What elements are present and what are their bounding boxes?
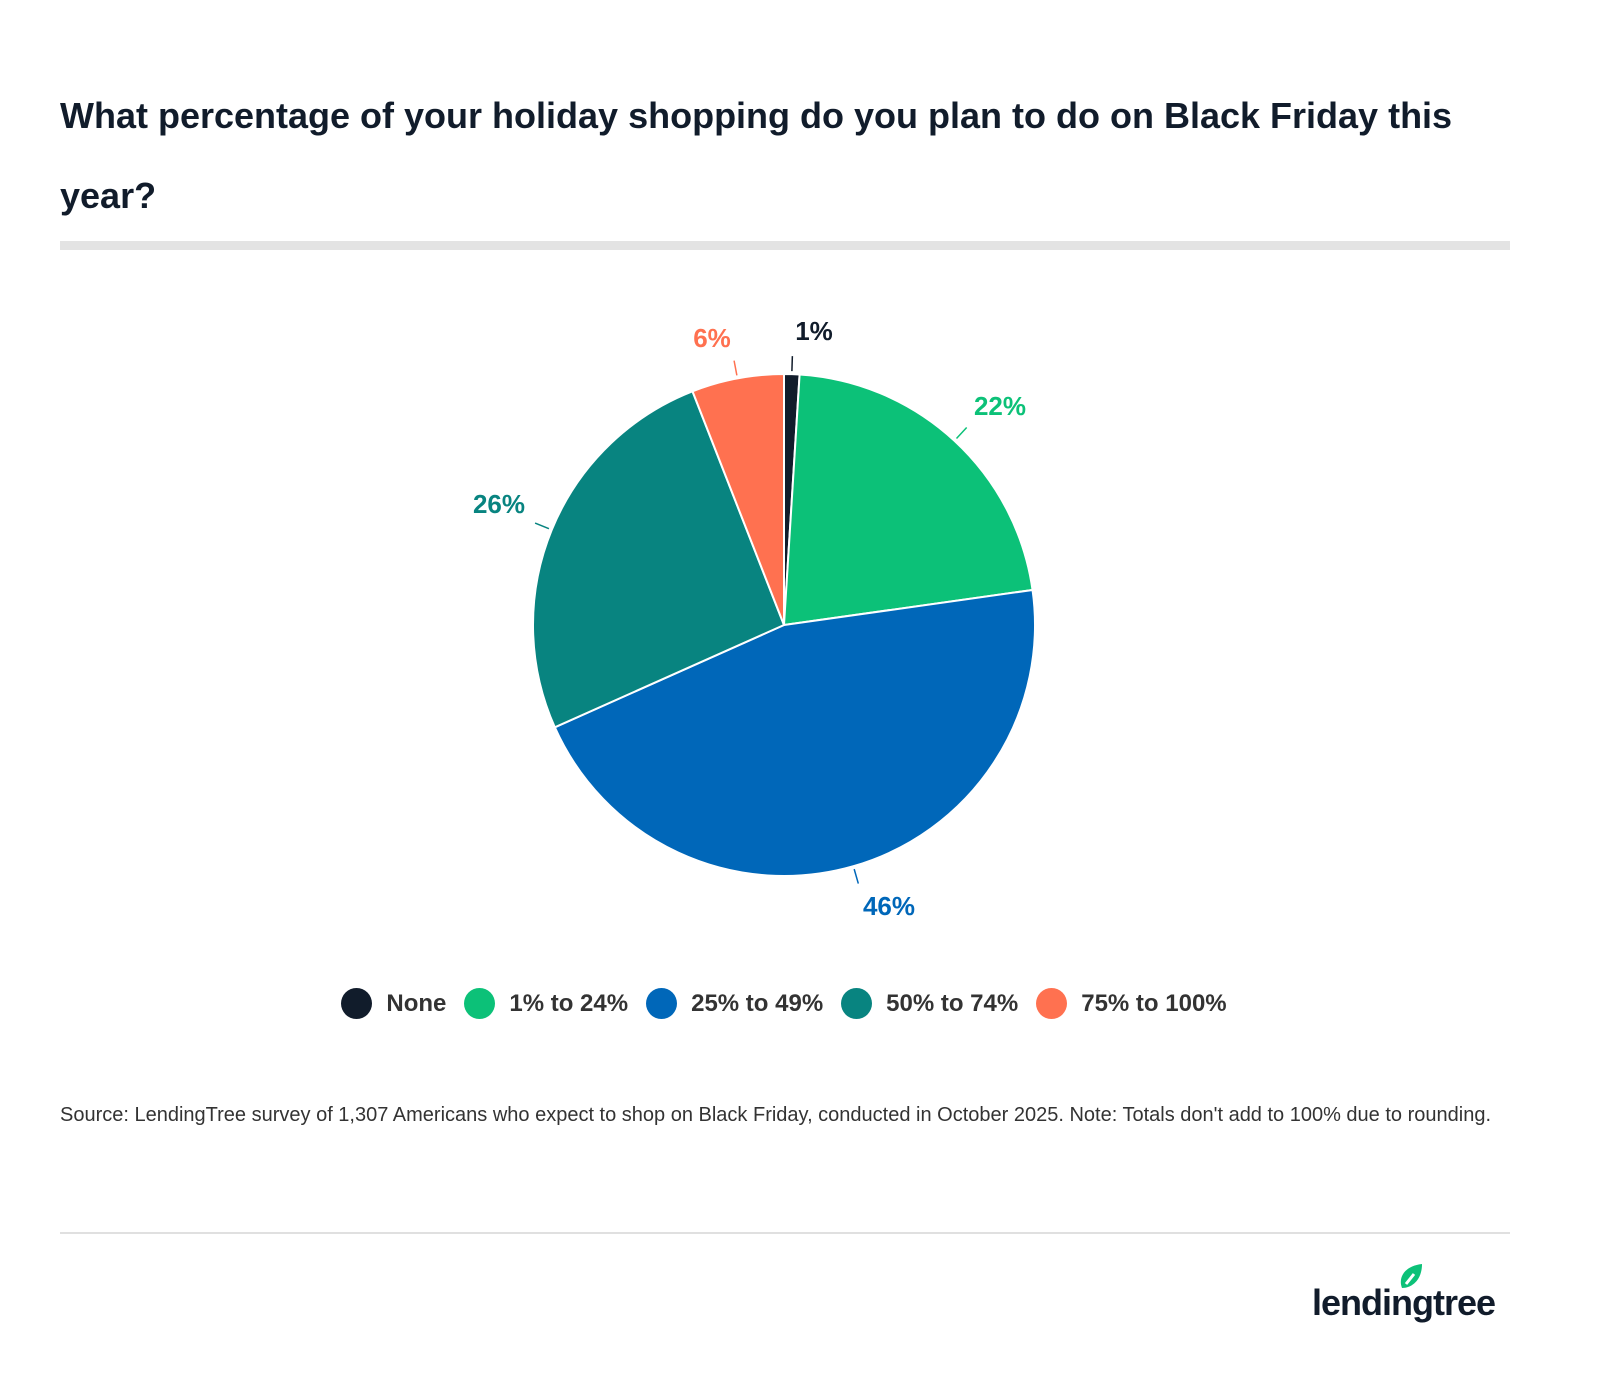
legend-item-1: 1% to 24% [464,988,628,1019]
legend-swatch-icon [341,988,373,1019]
pie-slice-4 [691,372,785,626]
chart-title: What percentage of your holiday shopping… [60,95,1453,216]
legend-label: 25% to 49% [691,989,824,1017]
footer-divider [60,1232,1510,1234]
legend-label: 1% to 24% [509,989,629,1017]
legend-label: 75% to 100% [1081,989,1227,1017]
data-label-1: 22% [974,391,1026,421]
pie-chart: 1% 22% 46% 26% 6% [473,316,1036,921]
legend-item-4: 75% to 100% [1036,988,1227,1019]
pie-slice-1 [782,373,1034,627]
legend-swatch-icon [841,988,873,1019]
pie-slice-2 [553,588,1036,878]
logo-text: lendingtree [1312,1282,1496,1323]
legend-swatch-icon [464,988,496,1019]
lendingtree-logo: lendingtree [1312,1260,1512,1330]
data-label-2: 46% [863,891,915,921]
data-label-4: 6% [693,323,731,353]
legend-item-3: 50% to 74% [841,988,1018,1019]
leader-line-4 [733,360,738,376]
leader-line-2 [853,868,860,884]
data-label-0: 1% [795,316,833,346]
legend-label: None [386,989,447,1017]
source-note: Source: LendingTree survey of 1,307 Amer… [60,1104,1491,1126]
pie-slice-3 [532,389,786,729]
data-label-3: 26% [473,489,525,519]
leader-line-3 [534,522,550,530]
legend-label: 50% to 74% [886,989,1019,1017]
leaf-icon [1400,1264,1422,1288]
legend-swatch-icon [1036,988,1068,1019]
title-divider [60,241,1510,250]
legend: None 1% to 24% 25% to 49% 50% to 74% 75% to … [0,988,1568,1019]
legend-item-0: None [341,988,446,1019]
legend-swatch-icon [646,988,678,1019]
leader-line-1 [955,427,968,440]
legend-item-2: 25% to 49% [646,988,823,1019]
